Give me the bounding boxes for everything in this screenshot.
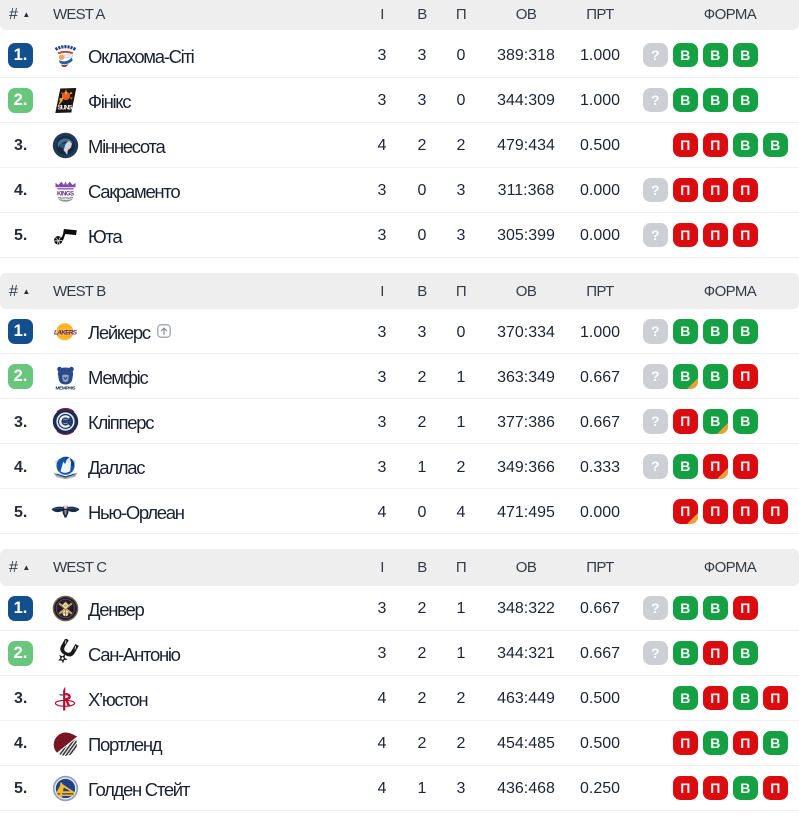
- svg-text:KINGS: KINGS: [57, 191, 74, 197]
- svg-text:MEMPHIS: MEMPHIS: [56, 386, 77, 391]
- svg-text:SUNS: SUNS: [58, 104, 73, 111]
- svg-text:LAKERS: LAKERS: [54, 329, 78, 336]
